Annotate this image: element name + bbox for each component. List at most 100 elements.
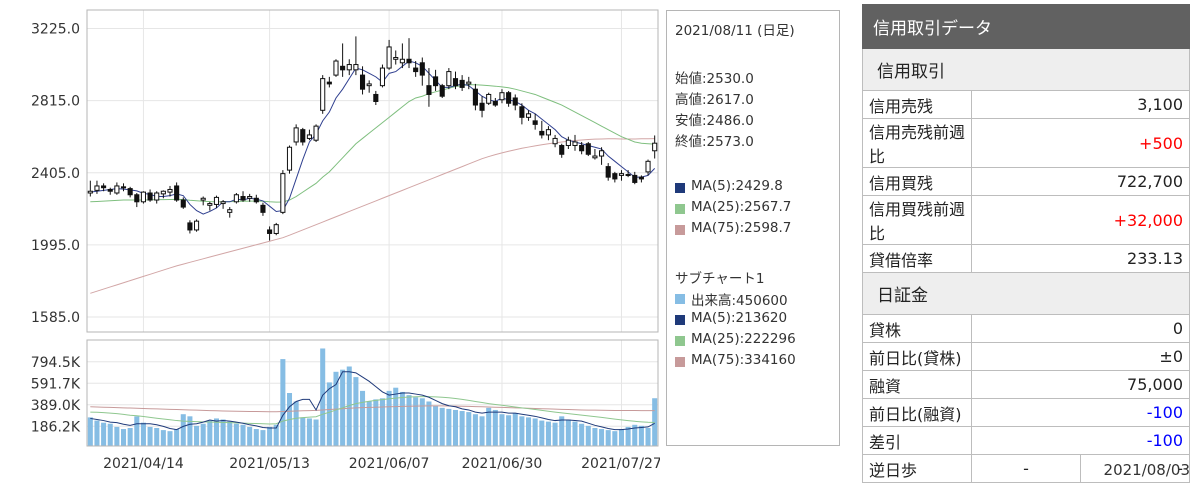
volume-bar	[273, 424, 279, 446]
volume-tick-label: 389.0K	[31, 398, 81, 414]
candle-body	[193, 220, 200, 231]
candle-body	[107, 188, 113, 192]
candle-body	[240, 196, 246, 201]
candle-body	[207, 203, 213, 206]
volume-legend-swatch	[675, 294, 685, 304]
vol-ma25-legend-swatch	[675, 336, 685, 346]
table-row: 前日比(融資) -100	[862, 398, 1190, 427]
volume-bar	[572, 421, 578, 446]
volume-tick-label: 591.7K	[31, 376, 81, 392]
price-tick-label: 1995.0	[31, 238, 80, 254]
volume-bar	[393, 387, 399, 446]
volume-bar	[499, 414, 505, 446]
candle-body	[519, 106, 525, 118]
volume-bar	[605, 430, 611, 446]
candle-body	[227, 209, 233, 213]
volume-bar	[114, 426, 120, 446]
row-label: 差引	[862, 426, 972, 455]
as-of-date: 2021/08/03	[1103, 461, 1190, 479]
volume-bar	[320, 348, 326, 446]
candle-body	[599, 150, 605, 157]
volume-bar	[180, 414, 186, 446]
candle-body	[612, 173, 618, 180]
candle-body	[87, 190, 93, 194]
candle-body	[406, 58, 412, 64]
candle-body	[638, 176, 644, 180]
table-row: 信用売残前週比 +500	[862, 118, 1190, 168]
candle-body	[140, 191, 146, 203]
volume-bar	[154, 427, 160, 446]
volume-bar	[545, 421, 551, 446]
ma5-legend-label: MA(5):2429.8	[691, 178, 783, 194]
volume-bar	[253, 429, 259, 446]
candle-body	[313, 125, 319, 141]
volume-bar	[306, 418, 312, 446]
volume-bar	[466, 412, 472, 446]
volume-bar	[120, 429, 127, 446]
candle-body	[592, 155, 598, 159]
ma75-line	[90, 138, 655, 294]
volume-bar	[452, 409, 459, 446]
ma75-legend-label: MA(75):2598.7	[691, 220, 792, 236]
volume-bar	[147, 426, 153, 446]
chart-info-panel: 2021/08/11 (日足) 始値:2530.0 高値:2617.0 安値:2…	[666, 10, 840, 446]
candle-body	[492, 100, 498, 106]
volume-bar	[426, 401, 432, 446]
volume-bar	[612, 431, 618, 446]
volume-bar	[592, 427, 598, 446]
row-label: 貸株	[862, 314, 972, 343]
candle-body	[366, 83, 372, 87]
candle-body	[559, 144, 565, 155]
volume-bar	[399, 391, 405, 446]
table-row: 差引 -100	[862, 426, 1190, 455]
vol-ma75-legend-swatch	[675, 357, 685, 367]
volume-bar	[532, 418, 538, 446]
volume-bar	[267, 426, 273, 446]
candle-body	[446, 71, 452, 87]
open-price-label: 始値:2530.0	[675, 71, 754, 87]
vol-ma75-legend-label: MA(75):334160	[691, 352, 796, 368]
volume-legend-label: 出来高:450600	[691, 293, 788, 309]
candle-body	[565, 139, 571, 146]
row-value: 75,000	[971, 370, 1190, 399]
candle-body	[539, 130, 545, 136]
volume-bar	[353, 377, 359, 446]
volume-tick-label: 794.5K	[31, 355, 81, 371]
volume-bar	[446, 408, 452, 446]
volume-bar	[247, 426, 253, 446]
candle-body	[333, 60, 339, 76]
volume-bar	[313, 419, 319, 446]
volume-bar	[227, 421, 233, 446]
volume-bar	[585, 425, 591, 446]
row-label: 信用売残	[862, 90, 972, 119]
candle-body	[652, 142, 658, 152]
row-label: 信用買残	[862, 167, 972, 196]
candle-body	[267, 229, 273, 234]
candle-body	[426, 85, 432, 95]
candle-body	[486, 93, 492, 104]
row-label: 前日比(融資)	[862, 398, 972, 427]
candle-body	[306, 134, 312, 139]
volume-bar	[107, 423, 113, 446]
table-row: 逆日歩 - -	[862, 454, 1190, 483]
row-label: 貸借倍率	[862, 244, 972, 273]
volume-bar	[492, 409, 498, 446]
volume-bar	[167, 431, 173, 446]
candle-body	[618, 173, 625, 176]
candle-body	[359, 74, 366, 90]
volume-bar	[599, 429, 605, 446]
volume-ma25-line	[90, 396, 655, 425]
volume-bar	[280, 359, 286, 446]
volume-bar	[360, 390, 366, 446]
candle-body	[253, 197, 259, 203]
candle-body	[160, 190, 166, 195]
volume-bar	[539, 420, 545, 446]
candle-body	[174, 185, 180, 201]
volume-bar	[386, 390, 392, 446]
volume-bar	[406, 395, 412, 446]
volume-bar	[366, 401, 372, 446]
row-value: -	[1080, 454, 1190, 483]
candle-body	[479, 102, 485, 111]
vol-ma25-legend-label: MA(25):222296	[691, 331, 796, 347]
candle-body	[472, 88, 478, 106]
